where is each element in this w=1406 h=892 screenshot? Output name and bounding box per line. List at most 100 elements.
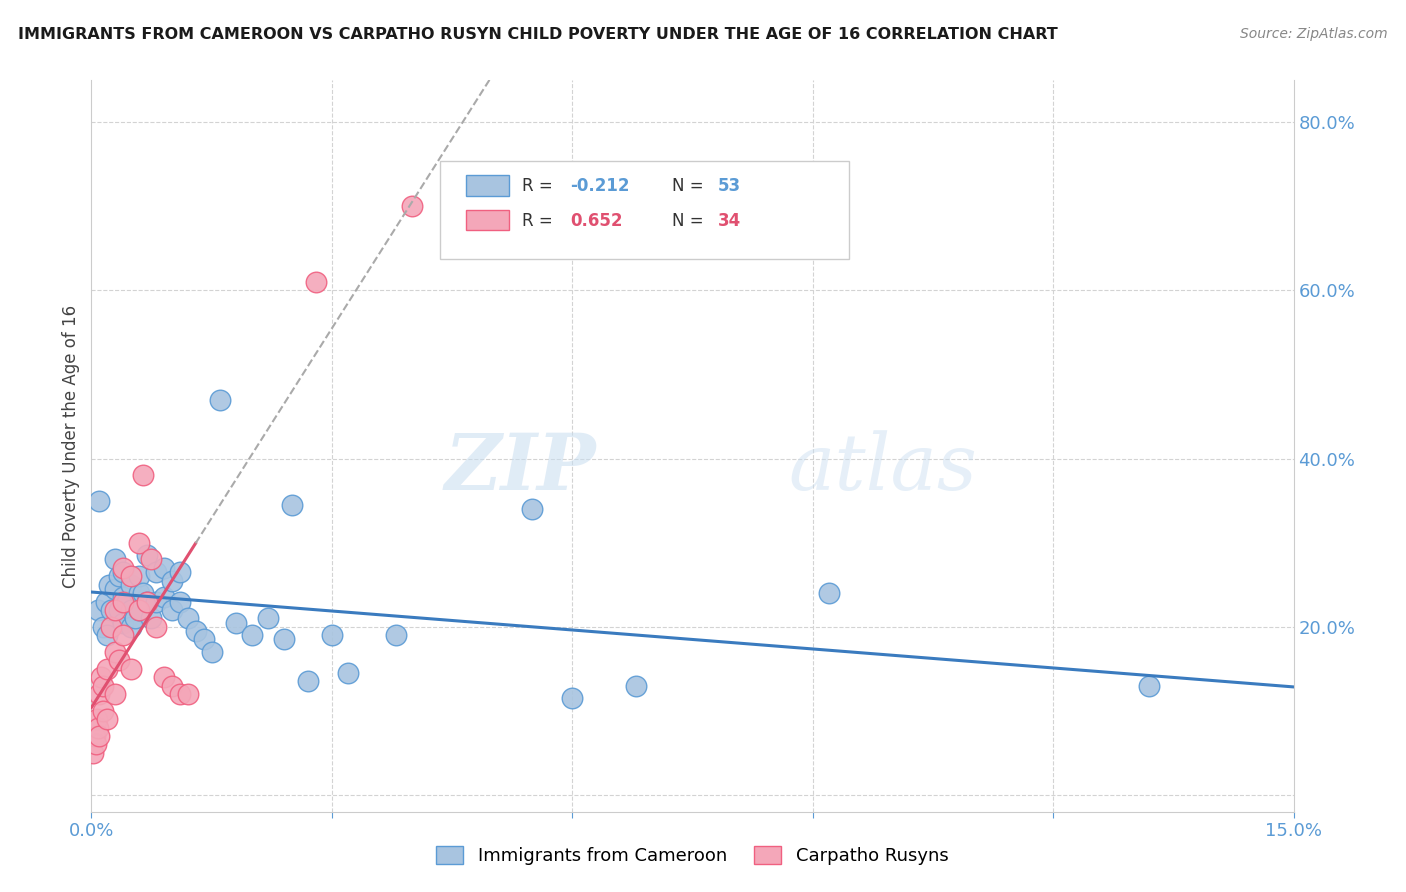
Point (96, 712, 118, 726)
Text: atlas: atlas (789, 430, 977, 506)
Bar (467, 210, 509, 230)
Point (160, 574, 183, 588)
Point (141, 552, 163, 566)
Text: R =: R = (522, 178, 558, 195)
Point (169, 594, 191, 608)
Point (336, 665, 359, 680)
Point (240, 628, 263, 642)
Point (108, 603, 131, 617)
Point (256, 611, 278, 625)
Point (128, 603, 150, 617)
Point (104, 582, 127, 596)
Point (132, 586, 155, 600)
Point (104, 645, 127, 659)
Point (128, 603, 150, 617)
Point (141, 611, 163, 625)
Point (184, 624, 207, 638)
Point (136, 549, 159, 563)
Point (273, 632, 295, 647)
Text: 53: 53 (717, 178, 741, 195)
Point (117, 594, 139, 608)
Point (132, 468, 155, 483)
Point (128, 535, 150, 549)
Point (93, 620, 115, 634)
Point (89, 493, 111, 508)
Point (121, 620, 143, 634)
Point (112, 561, 135, 575)
Point (297, 674, 319, 689)
Point (121, 662, 143, 676)
Point (169, 687, 191, 701)
Point (626, 679, 648, 693)
Point (87, 603, 110, 617)
Text: 34: 34 (717, 211, 741, 230)
Point (321, 628, 343, 642)
Point (305, 275, 328, 289)
Point (124, 611, 146, 625)
Point (176, 687, 198, 701)
Point (561, 691, 583, 706)
Point (112, 591, 135, 605)
Point (82, 746, 104, 760)
Point (89, 687, 111, 701)
Point (152, 670, 174, 684)
Point (89, 729, 111, 743)
Point (145, 594, 167, 608)
Point (817, 586, 839, 600)
Text: R =: R = (522, 211, 558, 230)
Text: N =: N = (672, 211, 709, 230)
Point (401, 199, 423, 213)
Point (86, 712, 108, 726)
Point (128, 569, 150, 583)
Point (94, 594, 117, 608)
Point (121, 603, 143, 617)
Y-axis label: Child Poverty Under the Age of 16: Child Poverty Under the Age of 16 (62, 304, 80, 588)
Point (90, 670, 112, 684)
Text: 0.652: 0.652 (569, 211, 623, 230)
Point (112, 628, 135, 642)
Point (522, 502, 544, 516)
Point (121, 569, 143, 583)
Text: N =: N = (672, 178, 709, 195)
Point (98, 578, 121, 592)
Text: ZIP: ZIP (444, 430, 596, 506)
Point (96, 628, 118, 642)
Point (208, 392, 231, 407)
Point (152, 591, 174, 605)
Point (145, 565, 167, 579)
Legend: Immigrants from Cameroon, Carpatho Rusyns: Immigrants from Cameroon, Carpatho Rusyn… (429, 838, 956, 872)
Point (169, 565, 191, 579)
Point (160, 679, 183, 693)
Point (121, 578, 143, 592)
Point (128, 586, 150, 600)
Point (93, 679, 115, 693)
Point (104, 687, 127, 701)
Point (100, 620, 122, 634)
Text: Source: ZipAtlas.com: Source: ZipAtlas.com (1240, 27, 1388, 41)
Point (104, 552, 127, 566)
Point (108, 569, 131, 583)
Point (112, 594, 135, 608)
Point (160, 603, 183, 617)
Point (201, 645, 224, 659)
Point (1137, 679, 1160, 693)
Point (96, 662, 118, 676)
Point (104, 603, 127, 617)
Point (145, 620, 167, 634)
Point (225, 615, 247, 630)
Point (87, 721, 110, 735)
Point (281, 498, 304, 512)
Point (112, 615, 135, 630)
Point (136, 594, 159, 608)
Bar (467, 176, 509, 196)
Point (136, 594, 159, 608)
Point (193, 632, 215, 647)
Point (100, 603, 122, 617)
Point (385, 628, 408, 642)
Text: IMMIGRANTS FROM CAMEROON VS CARPATHO RUSYN CHILD POVERTY UNDER THE AGE OF 16 COR: IMMIGRANTS FROM CAMEROON VS CARPATHO RUS… (18, 27, 1059, 42)
Point (152, 561, 174, 575)
Point (176, 611, 198, 625)
Point (91, 704, 114, 718)
Point (83, 729, 105, 743)
Text: -0.212: -0.212 (569, 178, 630, 195)
